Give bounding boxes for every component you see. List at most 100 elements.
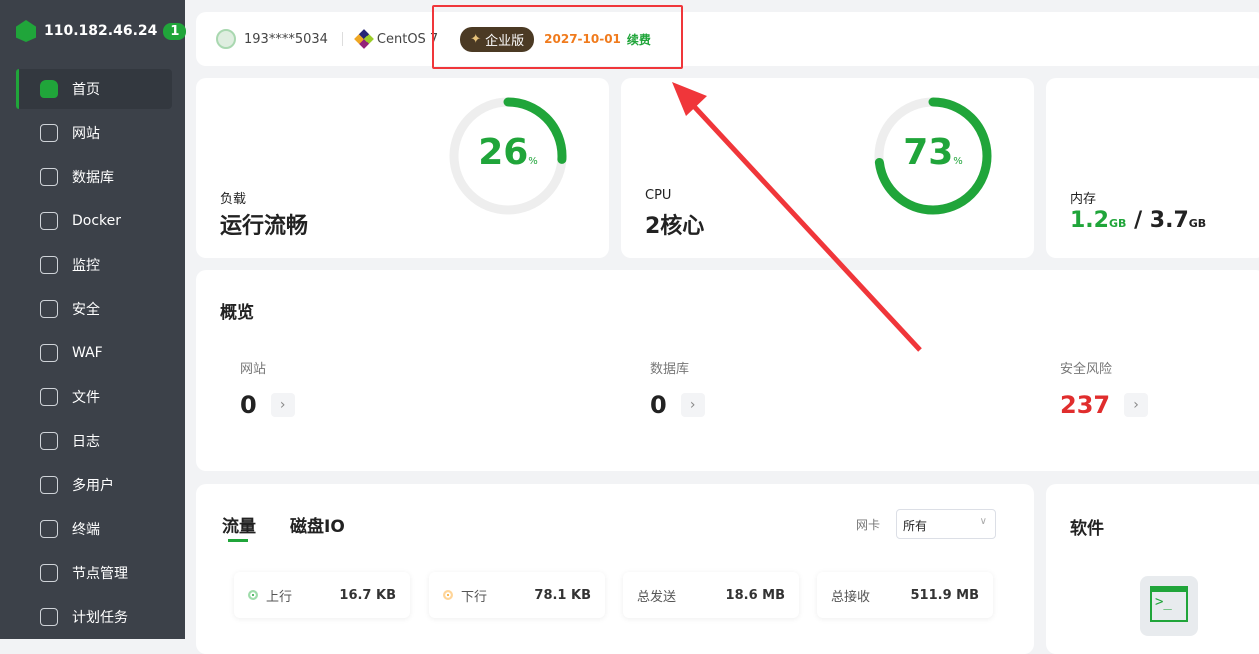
sidebar-item-label: 文件 [72,390,100,406]
overview-security-risk[interactable]: 安全风险 237 › [1060,358,1149,419]
shield-icon [40,300,58,318]
percent-unit: % [528,156,538,167]
separator: / [1134,208,1143,233]
overview-websites[interactable]: 网站 0 › [240,358,295,419]
docker-icon [40,212,58,230]
value: 18.6 MB [725,587,785,603]
label: 网站 [240,362,267,377]
active-tab-indicator [228,539,248,542]
sidebar-item-6[interactable]: WAF [16,333,172,373]
waf-icon [40,344,58,362]
sidebar-item-label: 多用户 [72,478,114,494]
memory-value: 1.2GB / 3.7GB [1070,208,1206,233]
expiry-date: 2027-10-01 [544,32,621,46]
divider [341,32,343,46]
overview-databases[interactable]: 数据库 0 › [650,358,705,419]
nic-value: 所有 [903,519,928,533]
os-name: CentOS 7 [376,31,439,47]
nic-label: 网卡 [856,518,881,532]
tab-traffic[interactable]: 流量 [222,517,256,537]
value: 78.1 KB [534,587,591,603]
website-icon [40,124,58,142]
logo-icon [16,20,36,42]
centos-icon [354,29,374,49]
sidebar-item-2[interactable]: 数据库 [16,157,172,197]
sidebar-item-0[interactable]: 首页 [16,69,172,109]
cpu-card[interactable]: 73% CPU 2核心 [621,78,1034,258]
load-card[interactable]: 26% 负载 运行流畅 [196,78,609,258]
tab-disk-io[interactable]: 磁盘IO [290,517,345,537]
renew-link[interactable]: 续费 [626,32,651,47]
avatar[interactable] [216,29,236,49]
percent-unit: % [953,156,963,167]
terminal-icon [40,520,58,538]
chevron-right-icon[interactable]: › [680,393,705,417]
sidebar-item-label: Docker [72,213,122,229]
gauge-fill [874,97,992,215]
node-icon [40,564,58,582]
unit: GB [1188,217,1207,230]
overview-title: 概览 [220,303,254,323]
label: 上行 [266,589,293,605]
sidebar-nav: 首页网站数据库 Docker 监控 安全 WAF 文件日志多用户终端节点管理计划任务 [16,69,172,641]
cpu-percent: 73 [903,132,954,173]
value: 16.7 KB [339,587,396,603]
memory-total: 3.7 [1149,208,1189,233]
download-stat: 下行 78.1 KB [429,572,605,618]
folder-icon [40,388,58,406]
sidebar-item-7[interactable]: 文件 [16,377,172,417]
total-sent-stat: 总发送 18.6 MB [623,572,799,618]
sidebar-item-label: 计划任务 [72,610,128,626]
edition-badge[interactable]: ✦ 企业版 [460,26,535,52]
unit: GB [1108,217,1127,230]
sidebar: 110.182.46.24 1 首页网站数据库 Docker 监控 安全 WAF 文件日志多… [0,0,187,641]
users-icon [40,476,58,494]
cpu-cores: 2核心 [645,214,705,239]
sidebar-item-9[interactable]: 多用户 [16,465,172,505]
annotation-box [432,5,683,69]
sidebar-item-11[interactable]: 节点管理 [16,553,172,593]
sidebar-item-label: 日志 [72,434,100,450]
sidebar-item-8[interactable]: 日志 [16,421,172,461]
memory-used: 1.2 [1070,208,1109,233]
user-account[interactable]: 193****5034 [244,31,328,47]
load-percent: 26 [478,132,529,173]
chevron-right-icon[interactable]: › [270,393,295,417]
cpu-gauge: 73% [873,96,993,216]
software-card: 软件 >_ [1046,484,1259,654]
sidebar-item-label: 终端 [72,522,100,538]
cpu-label: CPU [645,188,672,203]
calendar-icon [40,608,58,626]
crown-icon: ✦ [470,31,482,47]
sidebar-item-1[interactable]: 网站 [16,113,172,153]
sidebar-item-10[interactable]: 终端 [16,509,172,549]
nic-select[interactable]: 所有 ∨ [896,509,996,539]
sidebar-item-3[interactable]: Docker [16,201,172,241]
count: 237 [1060,391,1111,419]
memory-label: 内存 [1070,192,1097,207]
server-host[interactable]: 110.182.46.24 1 [16,20,187,42]
database-icon [40,168,58,186]
software-title: 软件 [1070,519,1104,539]
overview-card: 概览 网站 0 › 数据库 0 › 安全风险 237 › [196,270,1259,471]
label: 安全风险 [1060,362,1113,377]
sidebar-item-label: 首页 [72,82,100,98]
chevron-right-icon[interactable]: › [1124,393,1149,417]
sidebar-item-5[interactable]: 安全 [16,289,172,329]
load-gauge: 26% [448,96,568,216]
download-dot-icon [443,590,453,600]
sidebar-item-label: 网站 [72,126,100,142]
sidebar-item-label: 数据库 [72,170,114,186]
sidebar-item-4[interactable]: 监控 [16,245,172,285]
notification-badge[interactable]: 1 [163,22,187,40]
memory-card[interactable]: 内存 1.2GB / 3.7GB [1046,78,1259,258]
header-bar: 193****5034 CentOS 7 ✦ 企业版 2027-10-01 续费 [196,12,1259,66]
home-icon [40,80,58,98]
chevron-down-icon: ∨ [979,516,987,527]
log-icon [40,432,58,450]
count: 0 [240,391,257,419]
terminal-app[interactable]: >_ [1140,576,1198,636]
sidebar-item-12[interactable]: 计划任务 [16,597,172,637]
terminal-icon: >_ [1150,586,1188,622]
label: 下行 [461,589,488,605]
